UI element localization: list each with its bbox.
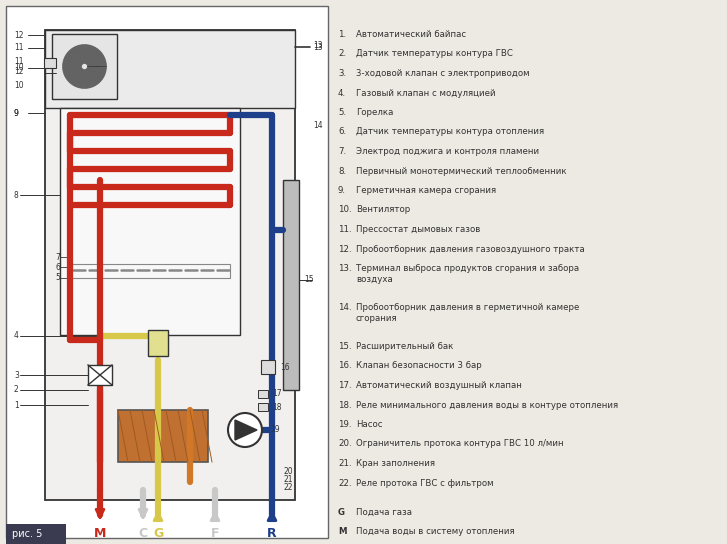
Text: Кран заполнения: Кран заполнения [356,459,435,468]
Text: 8: 8 [14,190,19,200]
Text: 14: 14 [313,121,323,129]
Text: 13: 13 [313,42,323,52]
Bar [60,108,240,335]
Text: 18: 18 [272,403,281,411]
Text: C: C [138,527,148,540]
Text: 21: 21 [283,475,292,485]
Bar [52,34,117,99]
Text: 20: 20 [283,467,293,477]
Text: Реле протока ГВС с фильтром: Реле протока ГВС с фильтром [356,479,494,487]
Circle shape [228,413,262,447]
Text: 13: 13 [313,41,323,51]
Bar [118,410,208,462]
Text: Насос: Насос [356,420,382,429]
Text: Прессостат дымовых газов: Прессостат дымовых газов [356,225,481,234]
Text: Подача воды в систему отопления: Подача воды в систему отопления [356,528,515,536]
Text: 9: 9 [14,108,19,118]
Text: 3: 3 [14,370,19,380]
Text: Пробоотборник давления в герметичной камере
сгорания: Пробоотборник давления в герметичной кам… [356,303,579,323]
Bar [6,6,328,538]
Text: 21.: 21. [338,459,352,468]
Text: 4.: 4. [338,89,346,97]
Bar [88,365,112,385]
Bar [70,264,230,278]
Text: F: F [211,527,220,540]
Text: рис. 5: рис. 5 [12,529,42,539]
Text: 19: 19 [270,425,280,435]
Text: 1.: 1. [338,30,346,39]
Text: 3.: 3. [338,69,346,78]
Bar [258,403,268,411]
Text: G: G [338,508,345,517]
Text: Вентилятор: Вентилятор [356,206,410,214]
Text: Ограничитель протока контура ГВС 10 л/мин: Ограничитель протока контура ГВС 10 л/ми… [356,440,563,448]
Bar [44,58,56,68]
Text: 2: 2 [14,386,19,394]
Bar [261,360,275,374]
Text: 12.: 12. [338,244,352,254]
Text: 1: 1 [14,400,19,410]
Text: 5.: 5. [338,108,346,117]
Text: 10: 10 [14,81,23,90]
Text: Клапан безопасности 3 бар: Клапан безопасности 3 бар [356,362,482,370]
Text: 5: 5 [55,274,60,282]
Text: 7: 7 [55,252,60,262]
Text: 13.: 13. [338,264,352,273]
Bar [258,390,268,398]
Text: Горелка: Горелка [356,108,393,117]
Text: Терминал выброса продуктов сгорания и забора
воздуха: Терминал выброса продуктов сгорания и за… [356,264,579,284]
Text: 16.: 16. [338,362,352,370]
Text: Автоматический байпас: Автоматический байпас [356,30,466,39]
Text: 12: 12 [14,67,23,77]
Text: 11: 11 [14,44,23,53]
Text: 15.: 15. [338,342,352,351]
Text: 2.: 2. [338,50,346,59]
Text: 11.: 11. [338,225,352,234]
Bar [45,30,295,500]
Text: 9.: 9. [338,186,346,195]
Text: Расширительный бак: Расширительный бак [356,342,454,351]
Text: 14.: 14. [338,303,352,312]
Polygon shape [235,420,257,440]
Text: 3-ходовой клапан с электроприводом: 3-ходовой клапан с электроприводом [356,69,530,78]
Text: 20.: 20. [338,440,352,448]
Text: R: R [268,527,277,540]
Text: M: M [94,527,106,540]
Text: Герметичная камера сгорания: Герметичная камера сгорания [356,186,496,195]
Text: 22.: 22. [338,479,352,487]
Bar [148,330,168,356]
Text: Пробоотборник давления газовоздушного тракта: Пробоотборник давления газовоздушного тр… [356,244,585,254]
Text: 17.: 17. [338,381,352,390]
Text: Газовый клапан с модуляцией: Газовый клапан с модуляцией [356,89,496,97]
Text: Реле минимального давления воды в контуре отопления: Реле минимального давления воды в контур… [356,400,618,410]
Text: 12: 12 [14,30,23,40]
Text: 16: 16 [280,362,289,372]
Text: Датчик температуры контура ГВС: Датчик температуры контура ГВС [356,50,513,59]
Text: 10: 10 [14,64,23,72]
Text: M: M [338,528,347,536]
Text: Датчик температуры контура отопления: Датчик температуры контура отопления [356,127,544,137]
Text: Электрод поджига и контроля пламени: Электрод поджига и контроля пламени [356,147,539,156]
Text: 15: 15 [304,275,313,285]
Text: 10.: 10. [338,206,352,214]
Bar [6,524,66,544]
Text: G: G [153,527,163,540]
Text: 6: 6 [55,263,60,271]
Text: 6.: 6. [338,127,346,137]
Text: 7.: 7. [338,147,346,156]
Bar [45,30,295,108]
Bar [283,180,299,390]
Text: Автоматический воздушный клапан: Автоматический воздушный клапан [356,381,522,390]
Text: 17: 17 [272,390,281,399]
Text: 8.: 8. [338,166,346,176]
Text: 19.: 19. [338,420,351,429]
Text: 22: 22 [283,484,292,492]
Text: 18.: 18. [338,400,352,410]
Text: 9: 9 [14,108,19,118]
Text: 4: 4 [14,331,19,341]
Text: 11: 11 [14,58,23,66]
Text: Первичный монотермический теплообменник: Первичный монотермический теплообменник [356,166,566,176]
Text: Подача газа: Подача газа [356,508,412,517]
